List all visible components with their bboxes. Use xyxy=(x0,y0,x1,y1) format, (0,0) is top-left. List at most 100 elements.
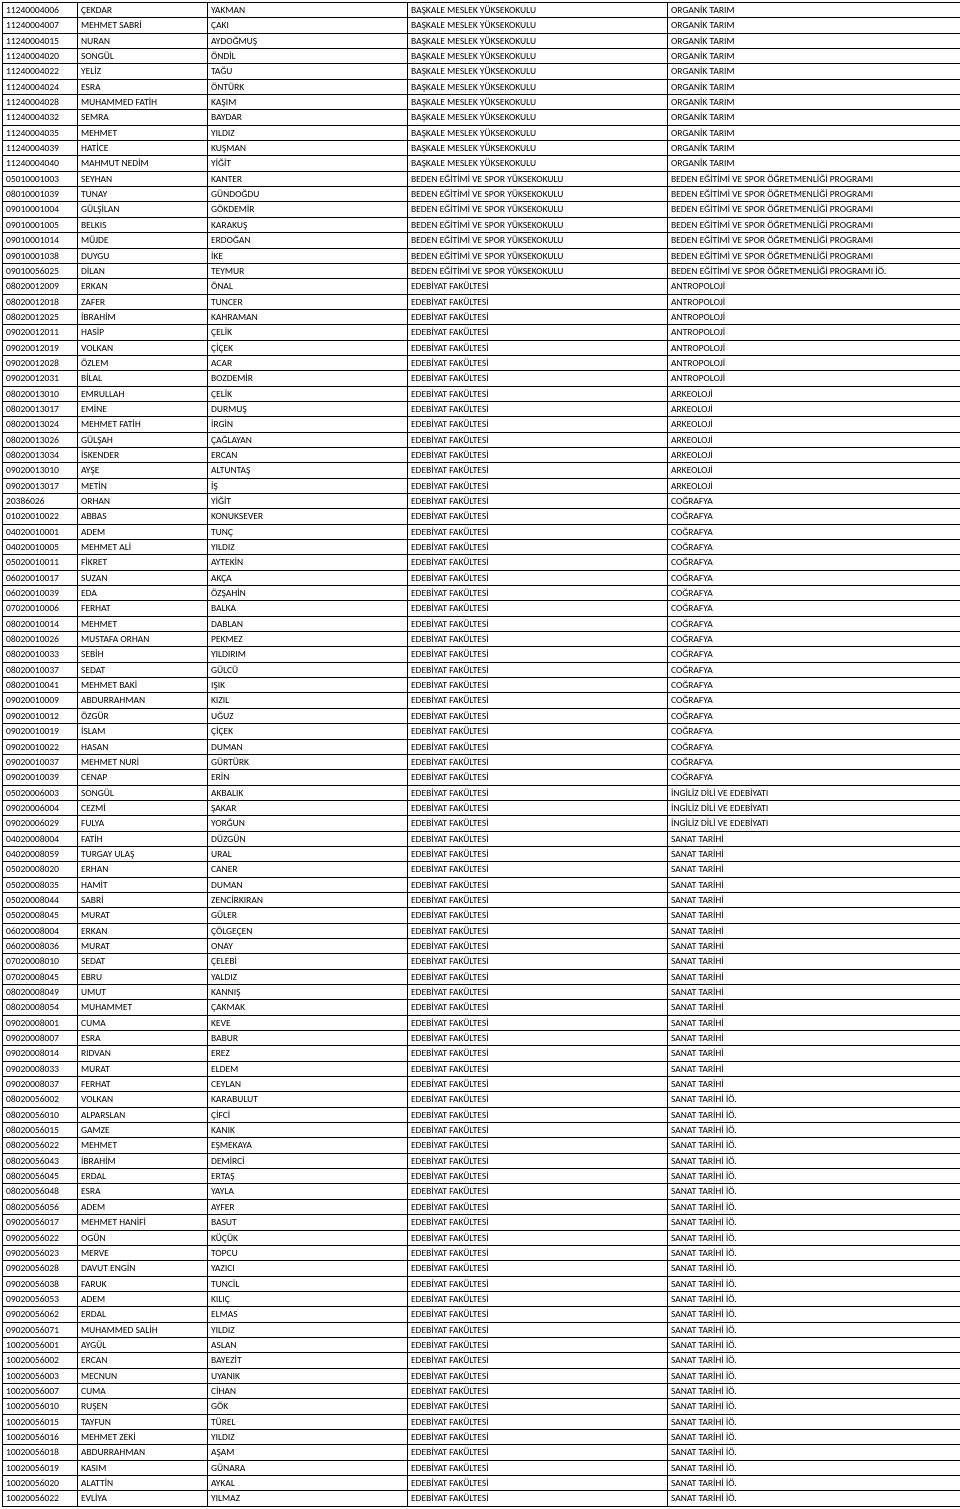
cell-first-name: GÜLŞAH xyxy=(78,432,208,447)
table-row: 08020010037SEDATGÜLCÜEDEBİYAT FAKÜLTESİC… xyxy=(3,662,960,677)
cell-last-name: GÜLER xyxy=(208,908,408,923)
table-row: 08020056022MEHMETEŞMEKAYAEDEBİYAT FAKÜLT… xyxy=(3,1138,960,1153)
cell-id: 09020006029 xyxy=(3,816,78,831)
cell-id: 08020013010 xyxy=(3,386,78,401)
cell-school: EDEBİYAT FAKÜLTESİ xyxy=(408,1368,668,1383)
cell-program: SANAT TARİHİ İÖ. xyxy=(668,1353,960,1368)
cell-program: ORGANİK TARIM xyxy=(668,125,960,140)
cell-first-name: SEYHAN xyxy=(78,171,208,186)
cell-id: 09020008037 xyxy=(3,1077,78,1092)
table-row: 11240004028MUHAMMED FATİHKAŞIMBAŞKALE ME… xyxy=(3,95,960,110)
cell-id: 01020010022 xyxy=(3,509,78,524)
cell-last-name: KUŞMAN xyxy=(208,141,408,156)
cell-first-name: GÜLŞİLAN xyxy=(78,202,208,217)
table-row: 09020008037FERHATCEYLANEDEBİYAT FAKÜLTES… xyxy=(3,1077,960,1092)
cell-school: EDEBİYAT FAKÜLTESİ xyxy=(408,1261,668,1276)
cell-school: EDEBİYAT FAKÜLTESİ xyxy=(408,1138,668,1153)
cell-first-name: SUZAN xyxy=(78,570,208,585)
cell-first-name: SEBİH xyxy=(78,647,208,662)
cell-last-name: KÜÇÜK xyxy=(208,1230,408,1245)
table-row: 09020010039CENAPERİNEDEBİYAT FAKÜLTESİCO… xyxy=(3,770,960,785)
cell-school: EDEBİYAT FAKÜLTESİ xyxy=(408,294,668,309)
cell-first-name: MUHAMMED FATİH xyxy=(78,95,208,110)
table-row: 08020012025İBRAHİMKAHRAMANEDEBİYAT FAKÜL… xyxy=(3,309,960,324)
cell-school: EDEBİYAT FAKÜLTESİ xyxy=(408,816,668,831)
cell-last-name: EREZ xyxy=(208,1046,408,1061)
table-row: 04020008059TURGAY ULAŞURALEDEBİYAT FAKÜL… xyxy=(3,846,960,861)
cell-last-name: AKÇA xyxy=(208,570,408,585)
cell-school: EDEBİYAT FAKÜLTESİ xyxy=(408,1491,668,1506)
table-row: 10020056022EVLİYAYILMAZEDEBİYAT FAKÜLTES… xyxy=(3,1491,960,1506)
table-row: 08020008049UMUTKANNIŞEDEBİYAT FAKÜLTESİS… xyxy=(3,985,960,1000)
cell-program: SANAT TARİHİ İÖ. xyxy=(668,1184,960,1199)
cell-id: 10020056018 xyxy=(3,1445,78,1460)
cell-program: ARKEOLOJİ xyxy=(668,401,960,416)
table-row: 01020010022ABBASKONUKSEVEREDEBİYAT FAKÜL… xyxy=(3,509,960,524)
cell-last-name: ALTUNTAŞ xyxy=(208,463,408,478)
cell-program: ANTROPOLOJİ xyxy=(668,294,960,309)
cell-id: 10020056007 xyxy=(3,1383,78,1398)
cell-last-name: KEVE xyxy=(208,1015,408,1030)
cell-id: 06020008036 xyxy=(3,938,78,953)
cell-program: COĞRAFYA xyxy=(668,662,960,677)
table-row: 10020056002ERCANBAYEZİTEDEBİYAT FAKÜLTES… xyxy=(3,1353,960,1368)
cell-school: EDEBİYAT FAKÜLTESİ xyxy=(408,570,668,585)
table-row: 06020008036MURATONAYEDEBİYAT FAKÜLTESİSA… xyxy=(3,938,960,953)
cell-last-name: AYKAL xyxy=(208,1476,408,1491)
cell-last-name: DURMUŞ xyxy=(208,401,408,416)
table-row: 09020012031BİLALBOZDEMİREDEBİYAT FAKÜLTE… xyxy=(3,371,960,386)
cell-program: COĞRAFYA xyxy=(668,540,960,555)
cell-first-name: CUMA xyxy=(78,1383,208,1398)
cell-last-name: YAKMAN xyxy=(208,3,408,18)
cell-first-name: MAHMUT NEDİM xyxy=(78,156,208,171)
cell-school: BAŞKALE MESLEK YÜKSEKOKULU xyxy=(408,3,668,18)
cell-last-name: KARABULUT xyxy=(208,1092,408,1107)
cell-program: ARKEOLOJİ xyxy=(668,478,960,493)
cell-first-name: HASİP xyxy=(78,325,208,340)
cell-first-name: SEDAT xyxy=(78,662,208,677)
cell-id: 06020010017 xyxy=(3,570,78,585)
cell-first-name: TUNAY xyxy=(78,187,208,202)
cell-program: COĞRAFYA xyxy=(668,754,960,769)
cell-id: 10020056002 xyxy=(3,1353,78,1368)
cell-program: SANAT TARİHİ İÖ. xyxy=(668,1322,960,1337)
cell-program: COĞRAFYA xyxy=(668,509,960,524)
table-row: 08020056002VOLKANKARABULUTEDEBİYAT FAKÜL… xyxy=(3,1092,960,1107)
cell-school: EDEBİYAT FAKÜLTESİ xyxy=(408,1230,668,1245)
cell-school: EDEBİYAT FAKÜLTESİ xyxy=(408,1445,668,1460)
cell-id: 11240004022 xyxy=(3,64,78,79)
cell-last-name: BOZDEMİR xyxy=(208,371,408,386)
cell-id: 04020010005 xyxy=(3,540,78,555)
cell-last-name: URAL xyxy=(208,846,408,861)
cell-program: ORGANİK TARIM xyxy=(668,18,960,33)
cell-school: EDEBİYAT FAKÜLTESİ xyxy=(408,877,668,892)
cell-school: EDEBİYAT FAKÜLTESİ xyxy=(408,862,668,877)
table-row: 05020010011FİKRETAYTEKİNEDEBİYAT FAKÜLTE… xyxy=(3,555,960,570)
cell-school: EDEBİYAT FAKÜLTESİ xyxy=(408,340,668,355)
cell-program: COĞRAFYA xyxy=(668,524,960,539)
table-row: 09020056071MUHAMMED SALİHYILDIZEDEBİYAT … xyxy=(3,1322,960,1337)
table-row: 08020013024MEHMET FATİHİRGİNEDEBİYAT FAK… xyxy=(3,417,960,432)
cell-id: 08020013017 xyxy=(3,401,78,416)
cell-last-name: ÇAKI xyxy=(208,18,408,33)
cell-school: EDEBİYAT FAKÜLTESİ xyxy=(408,279,668,294)
cell-first-name: ERCAN xyxy=(78,1353,208,1368)
cell-school: EDEBİYAT FAKÜLTESİ xyxy=(408,724,668,739)
cell-first-name: FERHAT xyxy=(78,1077,208,1092)
cell-id: 05020006003 xyxy=(3,785,78,800)
cell-school: EDEBİYAT FAKÜLTESİ xyxy=(408,1337,668,1352)
cell-first-name: EMİNE xyxy=(78,401,208,416)
cell-id: 09020006004 xyxy=(3,800,78,815)
cell-last-name: ŞAKAR xyxy=(208,800,408,815)
cell-school: EDEBİYAT FAKÜLTESİ xyxy=(408,494,668,509)
cell-first-name: FARUK xyxy=(78,1276,208,1291)
cell-first-name: ALATTİN xyxy=(78,1476,208,1491)
cell-first-name: MEHMET xyxy=(78,125,208,140)
table-row: 09020012011HASİPÇELİKEDEBİYAT FAKÜLTESİA… xyxy=(3,325,960,340)
cell-program: SANAT TARİHİ İÖ. xyxy=(668,1383,960,1398)
cell-last-name: UYANIK xyxy=(208,1368,408,1383)
cell-last-name: ÇELEBİ xyxy=(208,954,408,969)
table-row: 11240004007MEHMET SABRİÇAKIBAŞKALE MESLE… xyxy=(3,18,960,33)
cell-school: EDEBİYAT FAKÜLTESİ xyxy=(408,1169,668,1184)
cell-school: EDEBİYAT FAKÜLTESİ xyxy=(408,1414,668,1429)
